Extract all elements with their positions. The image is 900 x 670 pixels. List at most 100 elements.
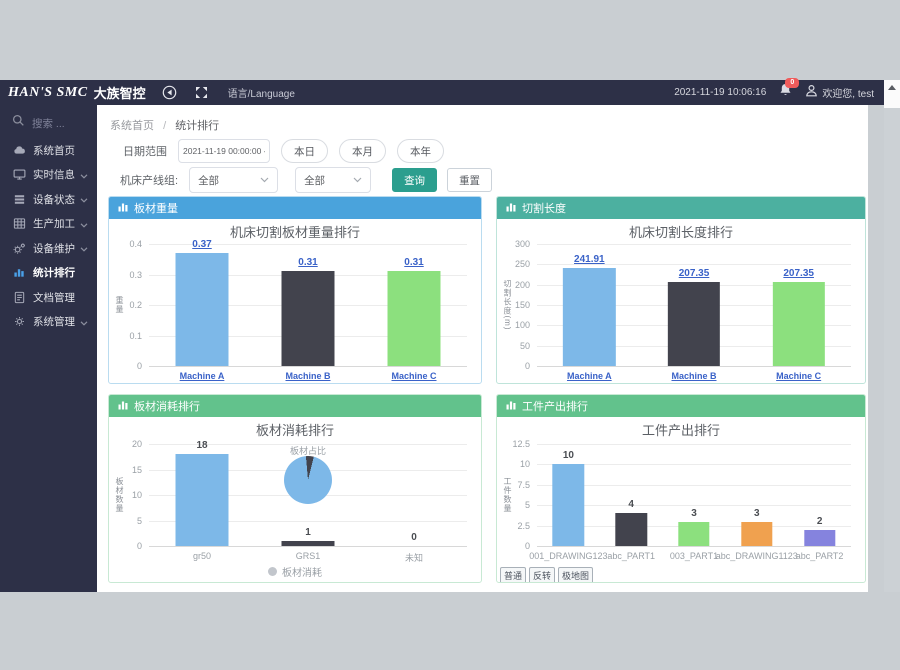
sidebar-search-input[interactable]: 搜索 ...	[0, 105, 97, 140]
monitor-icon	[12, 168, 26, 181]
legend-item[interactable]: 板材消耗	[268, 564, 322, 579]
sidebar-item-home[interactable]: 系统首页	[0, 138, 97, 163]
sidebar-item-maintenance[interactable]: 设备维护	[0, 236, 97, 261]
breadcrumb-home[interactable]: 系统首页	[110, 120, 154, 132]
machine-select[interactable]: 全部	[295, 167, 372, 193]
date-range-input[interactable]	[178, 139, 270, 163]
sidebar-item-production[interactable]: 生产加工	[0, 212, 97, 237]
chart-mode-button[interactable]: 极地图	[558, 567, 594, 582]
sidebar-item-documents[interactable]: 文档管理	[0, 285, 97, 310]
quick-range-today-button[interactable]: 本日	[281, 139, 328, 163]
bar-value-label[interactable]: 207.35	[783, 268, 814, 279]
gridline	[537, 366, 851, 367]
chart-title: 机床切割长度排行	[628, 225, 733, 240]
y-axis-tick: 10	[131, 490, 142, 500]
vertical-scrollbar[interactable]	[884, 80, 900, 592]
plot-area: 300 250 200 150 100 50 0 241.91 Machine A 207.35 M…	[515, 239, 851, 381]
chart-mode-button[interactable]: 反转	[529, 567, 556, 582]
gridline	[149, 520, 467, 522]
quick-range-month-button[interactable]: 本月	[339, 139, 386, 163]
bar[interactable]	[175, 253, 229, 366]
table-icon	[12, 217, 26, 230]
x-axis-label[interactable]: Machine C	[391, 371, 437, 381]
x-axis-label[interactable]: Machine A	[566, 371, 612, 381]
collapse-sidebar-icon[interactable]	[162, 85, 177, 100]
chart-area: 机床切割长度排行 切割长度(m) 300 250 200 150 100 50 0 241.91 M…	[497, 219, 865, 383]
x-axis-label[interactable]: Machine B	[671, 371, 717, 381]
bar-value-label[interactable]: 241.91	[574, 254, 605, 265]
bar[interactable]	[563, 268, 616, 366]
main-content: 系统首页 / 统计排行 日期范围 本日 本月 本年 机床产线组: 全部 全部 查…	[97, 105, 868, 592]
y-axis-tick: 5	[136, 515, 142, 526]
x-axis-label[interactable]: Machine A	[179, 371, 225, 381]
bar-value-label[interactable]: 0.37	[192, 239, 212, 250]
notifications-button[interactable]: 0	[779, 78, 800, 102]
x-axis-label: gr50	[192, 551, 212, 561]
plot-area: 12.5 10 7.5 5 2.5 0 10 001_DRAWING123 4 abc_PART1…	[512, 439, 851, 561]
y-axis-tick: 0.2	[129, 300, 142, 310]
y-axis-tick: 5	[524, 500, 530, 511]
panel-header: 工件产出排行	[497, 395, 865, 417]
gridline	[537, 444, 851, 445]
logo-text-cn: 大族智控	[93, 86, 146, 101]
x-axis-label[interactable]: Machine B	[285, 371, 331, 381]
y-axis-tick: 0.1	[129, 330, 142, 341]
logo-text-en: HAN'S SMC	[8, 84, 88, 100]
query-button[interactable]: 查询	[392, 168, 438, 192]
sidebar-item-device-status[interactable]: 设备状态	[0, 187, 97, 212]
gridline	[149, 244, 467, 245]
bar[interactable]	[772, 282, 825, 366]
x-axis-label: abc_DRAWING1123	[715, 551, 798, 561]
y-axis-tick: 0	[136, 541, 142, 551]
bar[interactable]	[552, 464, 585, 546]
bar[interactable]	[387, 271, 441, 366]
y-axis-tick: 0.4	[129, 239, 142, 249]
y-axis-tick: 150	[514, 300, 530, 310]
gridline	[537, 484, 851, 486]
bar[interactable]	[678, 522, 710, 546]
chart-mode-button[interactable]: 普通	[500, 567, 527, 582]
search-placeholder: 搜索 ...	[32, 117, 65, 130]
bar[interactable]	[667, 282, 721, 366]
sidebar-item-statistics[interactable]: 统计排行	[0, 261, 97, 286]
x-axis-label: abc_PART2	[795, 551, 844, 561]
sidebar-item-realtime[interactable]: 实时信息	[0, 163, 97, 188]
machine-group-label: 机床产线组:	[120, 175, 179, 187]
line-group-select[interactable]: 全部	[189, 167, 279, 193]
panel-header: 板材重量	[109, 197, 481, 219]
x-axis-label[interactable]: Machine C	[776, 371, 822, 381]
gears-icon	[12, 242, 26, 255]
scrollbar-up-button[interactable]	[884, 80, 900, 108]
bar-value-label[interactable]: 207.35	[678, 268, 710, 279]
gridline	[537, 546, 851, 547]
sidebar-item-system[interactable]: 系统管理	[0, 310, 97, 335]
bar[interactable]	[281, 541, 335, 546]
bar[interactable]	[281, 271, 335, 366]
notification-badge: 0	[785, 78, 800, 88]
y-axis-tick: 0	[136, 361, 142, 371]
chevron-down-icon	[353, 177, 362, 183]
quick-range-year-button[interactable]: 本年	[397, 139, 444, 163]
bar[interactable]	[741, 522, 773, 546]
cloud-icon	[12, 144, 26, 157]
bar[interactable]	[175, 454, 229, 546]
reset-button[interactable]: 重置	[447, 168, 493, 192]
bar[interactable]	[615, 513, 647, 546]
bar-value-label: 0	[411, 532, 417, 543]
breadcrumb-separator: /	[163, 120, 167, 132]
bar-value-label[interactable]: 0.31	[298, 257, 318, 268]
language-switcher[interactable]: 语言/Language	[227, 89, 295, 100]
bar[interactable]	[803, 530, 836, 546]
y-axis-name: 板材数量	[115, 477, 124, 513]
chevron-down-icon	[80, 166, 88, 184]
y-axis-tick: 300	[514, 239, 530, 249]
pie-chart[interactable]	[284, 456, 332, 504]
gridline	[537, 244, 851, 245]
chevron-down-icon	[80, 313, 88, 331]
bar-value-label[interactable]: 0.31	[404, 257, 424, 268]
chart-area: 板材消耗排行 板材数量 20 15 10 5 0 18 gr50 1 GRS1 0 未知 板材占比 板材消耗	[109, 417, 481, 582]
user-menu[interactable]: 欢迎您, test	[805, 84, 874, 102]
x-axis-label: abc_PART1	[607, 551, 656, 561]
x-axis-label: 未知	[404, 553, 424, 563]
fullscreen-icon[interactable]	[195, 86, 208, 99]
